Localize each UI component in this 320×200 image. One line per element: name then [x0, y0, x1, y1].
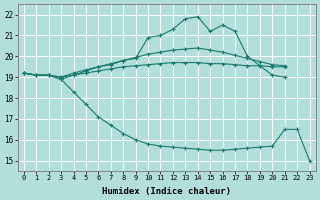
X-axis label: Humidex (Indice chaleur): Humidex (Indice chaleur) — [102, 187, 231, 196]
